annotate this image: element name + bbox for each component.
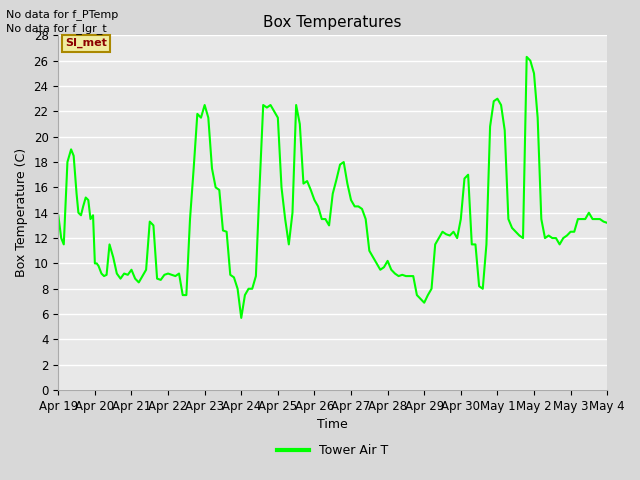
Text: No data for f_PTemp: No data for f_PTemp (6, 9, 118, 20)
Title: Box Temperatures: Box Temperatures (264, 15, 402, 30)
Y-axis label: Box Temperature (C): Box Temperature (C) (15, 148, 28, 277)
Legend: Tower Air T: Tower Air T (273, 439, 393, 462)
Text: No data for f_lgr_t: No data for f_lgr_t (6, 23, 107, 34)
X-axis label: Time: Time (317, 419, 348, 432)
Text: SI_met: SI_met (65, 38, 107, 48)
